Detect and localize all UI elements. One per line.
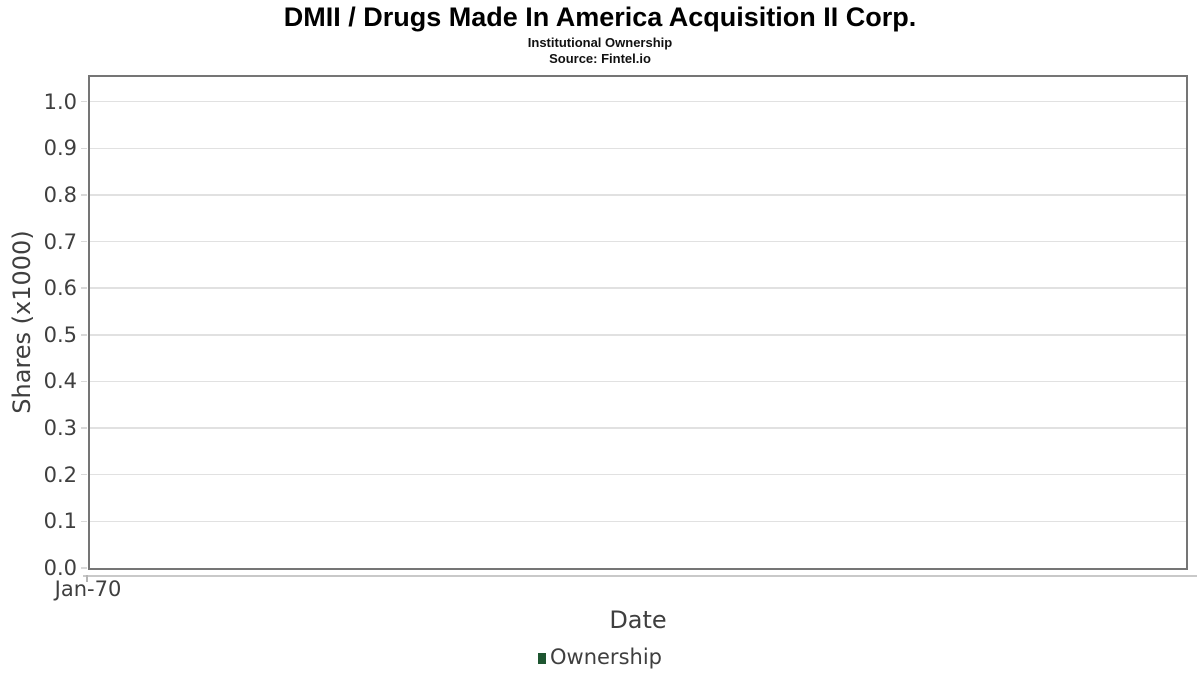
- gridline: [90, 334, 1186, 336]
- y-tick-label: 0.6: [43, 276, 77, 301]
- chart-subtitle: Institutional Ownership: [527, 35, 673, 50]
- y-tick-label: 0.9: [43, 136, 77, 161]
- legend: Ownership: [0, 644, 1200, 670]
- y-tick-mark: [81, 567, 87, 569]
- x-axis-line: [83, 575, 1197, 577]
- chart-source-label: Source: Fintel.io: [549, 51, 651, 66]
- y-tick-mark: [81, 334, 87, 336]
- y-tick-mark: [81, 427, 87, 429]
- y-tick-label: 0.1: [43, 509, 77, 534]
- y-tick-label: 0.2: [43, 462, 77, 487]
- gridline: [90, 427, 1186, 429]
- x-tick-mark: [86, 575, 88, 582]
- x-tick-label: Jan-70: [54, 577, 122, 601]
- gridline: [90, 240, 1186, 243]
- legend-marker-icon: [538, 652, 546, 664]
- y-tick-mark: [81, 194, 87, 196]
- chart-title: DMII / Drugs Made In America Acquisition…: [283, 2, 917, 32]
- x-axis-label: Date: [609, 606, 667, 634]
- y-tick-mark: [81, 473, 87, 476]
- y-tick-label: 0.8: [43, 182, 77, 207]
- y-tick-mark: [81, 380, 87, 383]
- gridline: [90, 147, 1186, 150]
- y-tick-label: 1.0: [43, 89, 77, 114]
- y-tick-mark: [81, 240, 87, 243]
- y-tick-label: 0.5: [43, 322, 77, 347]
- y-tick-label: 0.7: [43, 229, 77, 254]
- gridline: [90, 380, 1186, 383]
- gridline: [90, 287, 1186, 289]
- plot-area: [88, 75, 1188, 570]
- y-tick-label: 0.3: [43, 416, 77, 441]
- gridline: [90, 473, 1186, 476]
- y-tick-mark: [81, 147, 87, 150]
- y-tick-label: 0.4: [43, 369, 77, 394]
- y-tick-mark: [81, 287, 87, 289]
- gridline: [90, 100, 1186, 103]
- y-tick-mark: [81, 100, 87, 103]
- gridline: [90, 194, 1186, 196]
- gridline: [90, 520, 1186, 523]
- legend-label: Ownership: [550, 645, 662, 669]
- y-tick-mark: [81, 520, 87, 523]
- y-tick-label: 0.0: [43, 556, 77, 580]
